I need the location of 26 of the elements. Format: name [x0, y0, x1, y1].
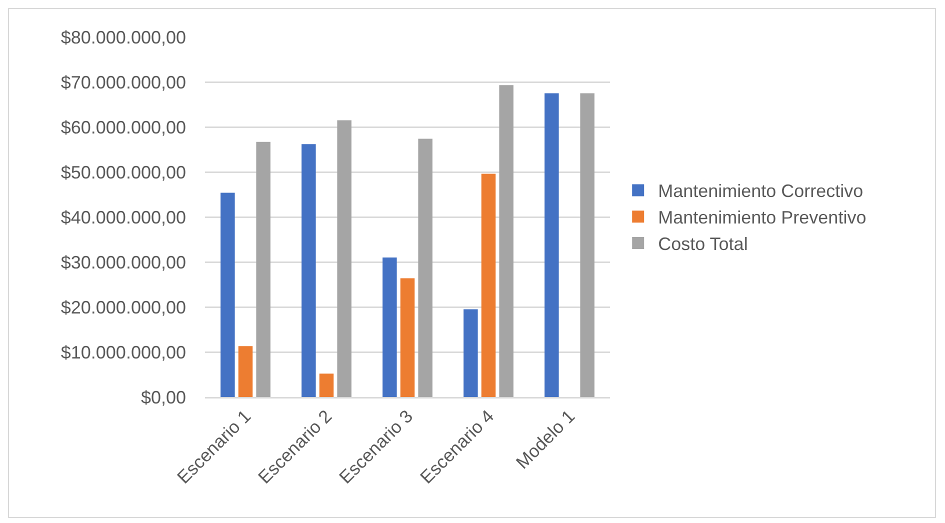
- legend-label: Mantenimiento Correctivo: [658, 181, 864, 202]
- bar: [220, 192, 235, 397]
- y-tick-label: $70.000.000,00: [60, 72, 186, 92]
- y-tick-label: $60.000.000,00: [60, 117, 186, 138]
- bar: [481, 174, 496, 397]
- bar: [580, 93, 594, 397]
- bar: [544, 93, 559, 397]
- y-tick-label: $0,00: [140, 387, 186, 408]
- y-tick-label: $80.000.000,00: [60, 27, 186, 48]
- y-tick-label: $20.000.000,00: [60, 297, 186, 318]
- y-tick-label: $30.000.000,00: [60, 252, 186, 272]
- bar: [319, 374, 334, 397]
- bar: [418, 138, 432, 397]
- y-tick-label: $50.000.000,00: [60, 162, 186, 182]
- bar: [464, 309, 478, 397]
- bar: [238, 346, 253, 397]
- y-tick-label: $40.000.000,00: [60, 207, 186, 228]
- bar: [499, 85, 514, 397]
- bar: [337, 120, 352, 397]
- legend-label: Costo Total: [658, 234, 748, 254]
- bar: [302, 144, 316, 397]
- bar: [256, 142, 270, 397]
- bar: [400, 278, 415, 397]
- y-tick-label: $10.000.000,00: [60, 342, 186, 362]
- legend-label: Mantenimiento Preventivo: [658, 208, 866, 228]
- bar: [382, 258, 397, 397]
